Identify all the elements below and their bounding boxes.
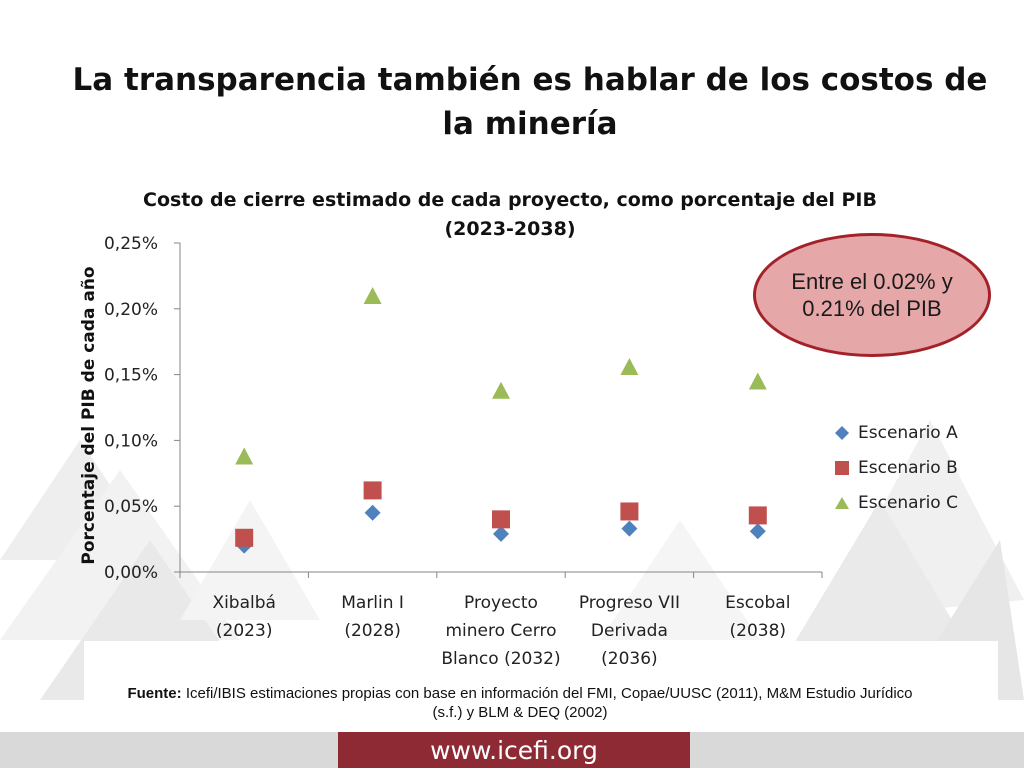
- x-category-label-line: Blanco (2032): [441, 649, 560, 669]
- chart-title: Costo de cierre estimado de cada proyect…: [120, 186, 900, 244]
- source-panel: [84, 641, 998, 733]
- callout-ellipse: Entre el 0.02% y 0.21% del PIB: [753, 233, 991, 357]
- point-escenario-a: [364, 504, 381, 521]
- footer-left-band: [0, 732, 338, 768]
- chart-legend: Escenario A Escenario B Escenario C: [832, 415, 958, 520]
- point-escenario-a: [621, 520, 638, 537]
- x-category-label: Proyecto minero Cerro Blanco (2032): [441, 593, 560, 669]
- x-category-label-line: Progreso VII: [579, 593, 680, 613]
- x-category-label-line: (2028): [344, 621, 401, 641]
- y-tick-label: 0,05%: [104, 497, 158, 517]
- legend-label-c: Escenario C: [858, 492, 958, 513]
- point-escenario-b: [235, 528, 254, 547]
- y-tick-label: 0,25%: [104, 234, 158, 254]
- x-category-label: Escobal (2038): [725, 593, 790, 641]
- y-tick-label: 0,20%: [104, 300, 158, 320]
- source-note: Fuente: Icefi/IBIS estimaciones propias …: [60, 684, 980, 722]
- point-escenario-a: [493, 525, 509, 542]
- square-marker-icon: [835, 460, 849, 475]
- x-category-label-line: Escobal: [725, 593, 790, 613]
- y-axis-title: Porcentaje del PIB de cada año: [79, 266, 99, 564]
- point-escenario-c: [748, 372, 767, 390]
- legend-item-escenario-a: Escenario A: [832, 415, 958, 450]
- chart-title-line1: Costo de cierre estimado de cada proyect…: [143, 189, 877, 211]
- legend-label-b: Escenario B: [858, 457, 958, 478]
- y-tick-label: 0,00%: [104, 563, 158, 583]
- point-escenario-c: [235, 447, 254, 465]
- legend-label-a: Escenario A: [858, 422, 958, 443]
- x-category-label: Progreso VII Derivada (2036): [579, 593, 680, 669]
- y-tick-label: 0,10%: [104, 431, 158, 451]
- x-category-label-line: Xibalbá: [212, 593, 276, 613]
- footer-bar: www.icefi.org: [338, 732, 690, 768]
- point-escenario-c: [492, 381, 510, 399]
- point-escenario-b: [363, 481, 382, 500]
- x-category-label-line: minero Cerro: [446, 621, 557, 641]
- slide-title-line1: La transparencia también es hablar de lo…: [72, 62, 988, 98]
- point-escenario-b: [492, 510, 510, 529]
- callout-line1: Entre el 0.02% y: [791, 269, 953, 294]
- source-text-line1: Icefi/IBIS estimaciones propias con base…: [185, 685, 913, 702]
- legend-item-escenario-b: Escenario B: [832, 450, 958, 485]
- x-category-label-line: Marlin I: [341, 593, 404, 613]
- chart-title-line2: (2023-2038): [444, 218, 576, 240]
- footer-url-link[interactable]: www.icefi.org: [430, 735, 598, 765]
- point-escenario-c: [363, 286, 382, 304]
- x-category-label-line: (2036): [601, 649, 658, 669]
- diamond-marker-icon: [835, 425, 849, 440]
- callout-line2: 0.21% del PIB: [802, 296, 942, 321]
- slide-title-line2: la minería: [442, 106, 618, 142]
- source-label: Fuente:: [127, 685, 182, 702]
- x-category-label-line: (2023): [216, 621, 273, 641]
- footer-right-band: [690, 732, 1024, 768]
- slide-title: La transparencia también es hablar de lo…: [60, 58, 1000, 146]
- point-escenario-b: [748, 506, 767, 525]
- point-escenario-b: [620, 502, 639, 521]
- x-category-label: Xibalbá (2023): [212, 593, 276, 641]
- source-text-line2: (s.f.) y BLM & DEQ (2002): [432, 704, 608, 721]
- x-category-label: Marlin I (2028): [341, 593, 404, 641]
- x-category-label-line: Derivada: [591, 621, 668, 641]
- point-escenario-c: [620, 358, 639, 376]
- point-escenario-a: [749, 523, 766, 540]
- legend-item-escenario-c: Escenario C: [832, 485, 958, 520]
- x-category-label-line: Proyecto: [464, 593, 538, 613]
- y-tick-label: 0,15%: [104, 366, 158, 386]
- x-category-label-line: (2038): [730, 621, 787, 641]
- triangle-marker-icon: [835, 496, 849, 509]
